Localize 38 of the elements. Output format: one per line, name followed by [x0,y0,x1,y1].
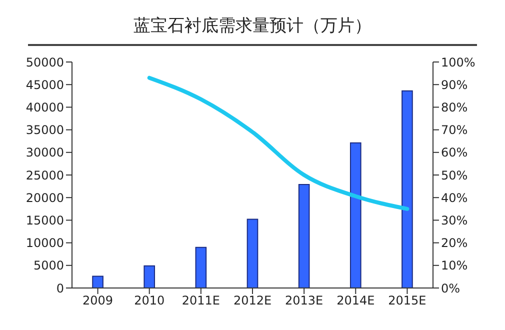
x-tick-label: 2013E [285,294,324,308]
y-tick-label: 20000 [26,190,64,205]
y-tick-label: 35000 [26,123,64,138]
chart-title: 蓝宝石衬底需求量预计（万片） [132,15,372,38]
y2-tick-label: 40% [441,190,468,205]
y2-tick-label: 80% [441,100,468,114]
x-tick-label: 2009 [82,294,114,308]
y-tick-label: 40000 [26,100,64,114]
y-tick-label: 50000 [26,55,64,70]
bar [402,90,413,288]
bar [298,184,310,288]
bar [144,265,156,288]
y2-tick-label: 20% [441,236,468,250]
bar [246,218,258,288]
y-tick-label: 25000 [26,168,64,182]
y2-tick-label: 70% [441,123,468,138]
y-tick-label: 5000 [33,258,64,273]
bar [92,276,104,288]
y2-tick-label: 90% [441,78,468,92]
x-tick-label: 2011E [182,294,220,308]
y-tick-label: 45000 [26,78,64,92]
y2-tick-label: 60% [441,146,468,160]
y2-tick-label: 100% [441,55,476,70]
x-tick-label: 2015E [388,294,426,308]
x-tick-label: 2012E [233,294,272,308]
y2-tick-label: 50% [441,168,468,182]
x-tick-label: 2010 [134,294,165,308]
bar [195,246,207,288]
bar [350,142,362,288]
y2-tick-label: 0% [441,281,460,296]
y-tick-label: 0 [56,281,64,296]
x-tick-label: 2014E [336,294,375,308]
y-tick-label: 10000 [26,236,64,250]
line-series [147,76,410,211]
y-tick-label: 15000 [26,213,64,228]
y-tick-label: 30000 [26,146,64,160]
y2-tick-label: 30% [441,213,468,228]
y2-tick-label: 10% [441,258,468,273]
